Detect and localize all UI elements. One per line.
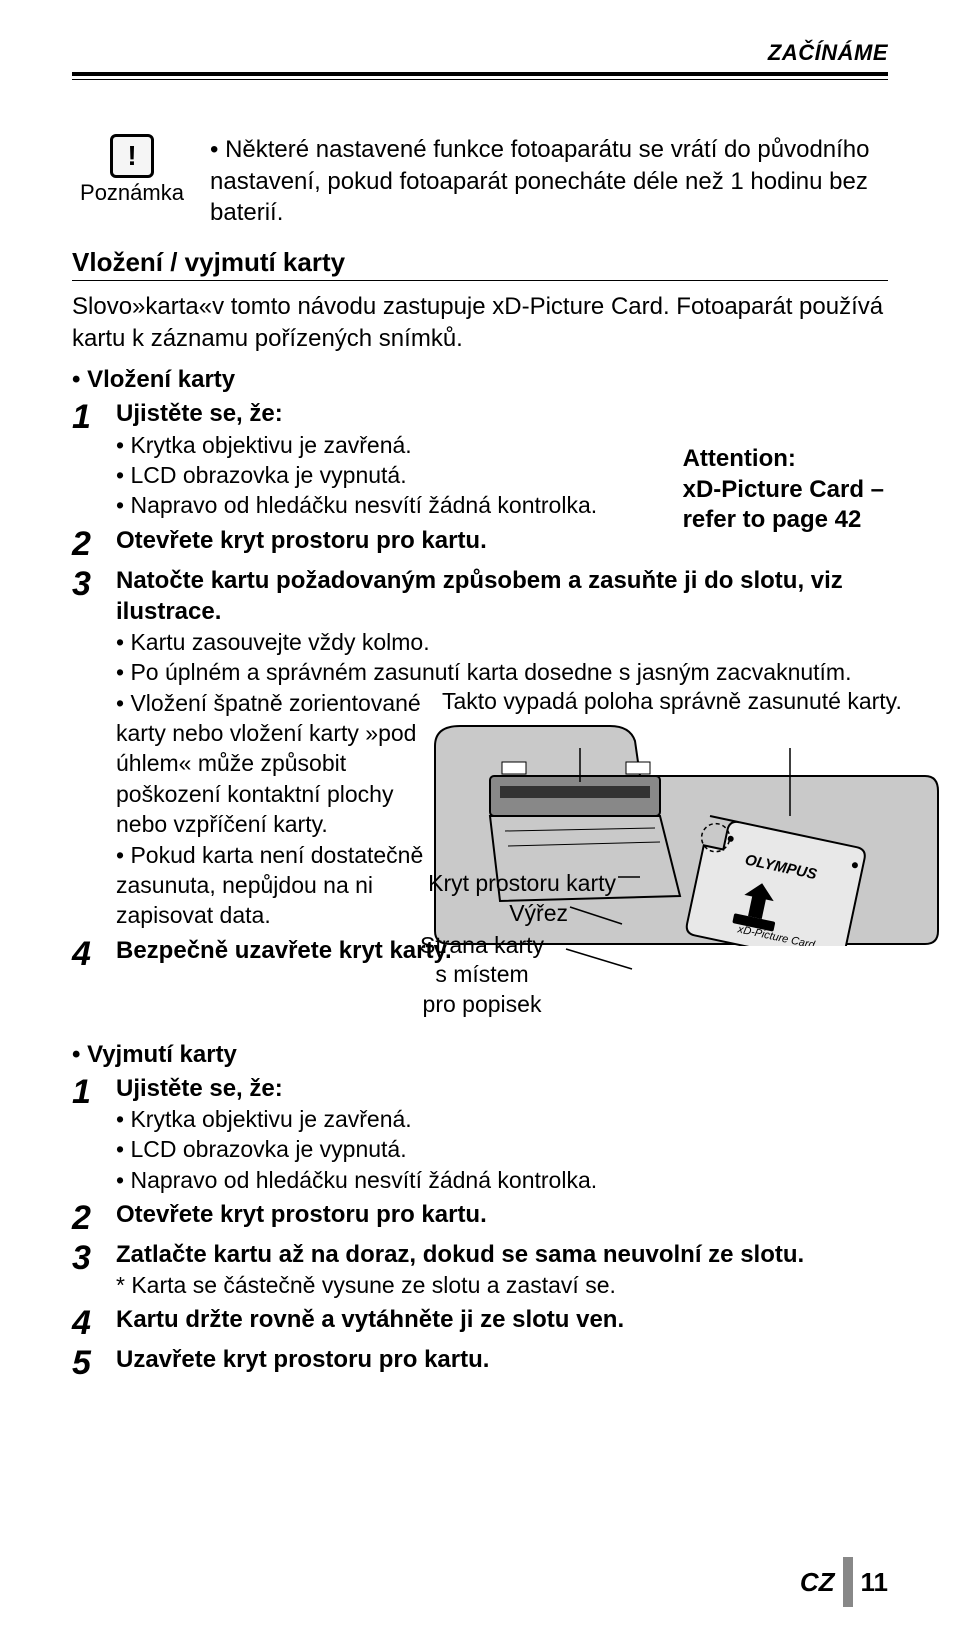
remove-step-2: 2 Otevřete kryt prostoru pro kartu. [72,1199,888,1235]
footer-lang: CZ [800,1567,835,1598]
step-number: 5 [72,1344,102,1380]
attention-line1: Attention: [683,444,884,475]
figure-label-side1: Strana karty [402,931,562,961]
step-head: Zatlačte kartu až na doraz, dokud se sam… [116,1239,888,1270]
step-number: 1 [72,398,102,434]
note-body: Některé nastavené funkce fotoaparátu se … [210,134,888,229]
attention-line3: refer to page 42 [683,505,884,536]
step-head: Uzavřete kryt prostoru pro kartu. [116,1344,888,1375]
attention-line2: xD-Picture Card – [683,475,884,506]
leader-lines [562,869,642,1019]
step-number: 3 [72,1239,102,1275]
rule-thin [72,79,888,80]
step-number: 4 [72,1304,102,1340]
step-bullet: LCD obrazovka je vypnutá. [116,1134,888,1164]
insert-heading: • Vložení karty [72,366,888,394]
remove-step-1: 1 Ujistěte se, že: Krytka objektivu je z… [72,1073,888,1195]
figure-label-side3: pro popisek [402,990,562,1020]
step-head: Ujistěte se, že: [116,398,888,429]
rule-thick [72,72,888,76]
section-intro: Slovo»karta«v tomto návodu zastupuje xD-… [72,291,888,354]
step-head: Kartu držte rovně a vytáhněte ji ze slot… [116,1304,888,1335]
step-sub: Karta se částečně vysune ze slotu a zast… [116,1270,888,1300]
note-block: ! Poznámka Některé nastavené funkce foto… [72,134,888,229]
note-icon: ! [110,134,154,178]
footer-page: 11 [861,1567,889,1598]
remove-step-3: 3 Zatlačte kartu až na doraz, dokud se s… [72,1239,888,1301]
remove-heading: • Vyjmutí karty [72,1041,888,1069]
note-bullet: Některé nastavené funkce fotoaparátu se … [210,134,888,229]
attention-box: Attention: xD-Picture Card – refer to pa… [683,444,884,536]
step-head: Ujistěte se, že: [116,1073,888,1104]
footer-bar [843,1557,853,1607]
step-number: 4 [72,935,102,971]
section-rule [72,280,888,281]
step-head: Natočte kartu požadovaným způsobem a zas… [116,565,888,627]
page-footer: CZ 11 [800,1557,888,1607]
remove-step-4: 4 Kartu držte rovně a vytáhněte ji ze sl… [72,1304,888,1340]
step-number: 2 [72,525,102,561]
step-number: 3 [72,565,102,601]
figure-label-cut: Výřez [478,899,568,929]
step-bullet: Po úplném a správném zasunutí karta dose… [116,657,888,687]
step-number: 2 [72,1199,102,1235]
note-label: Poznámka [72,180,192,206]
step-bullet: Napravo od hledáčku nesvítí žádná kontro… [116,1165,888,1195]
section-header: ZAČÍNÁME [72,40,888,66]
figure-caption-top: Takto vypadá poloha správně zasunuté kar… [442,688,902,715]
remove-step-5: 5 Uzavřete kryt prostoru pro kartu. [72,1344,888,1380]
section-title: Vložení / vyjmutí karty [72,247,888,278]
step-head: Otevřete kryt prostoru pro kartu. [116,1199,888,1230]
step-number: 1 [72,1073,102,1109]
step-bullet: Krytka objektivu je zavřená. [116,1104,888,1134]
figure-label-side2: s místem [402,960,562,990]
step-bullet: Kartu zasouvejte vždy kolmo. [116,627,888,657]
